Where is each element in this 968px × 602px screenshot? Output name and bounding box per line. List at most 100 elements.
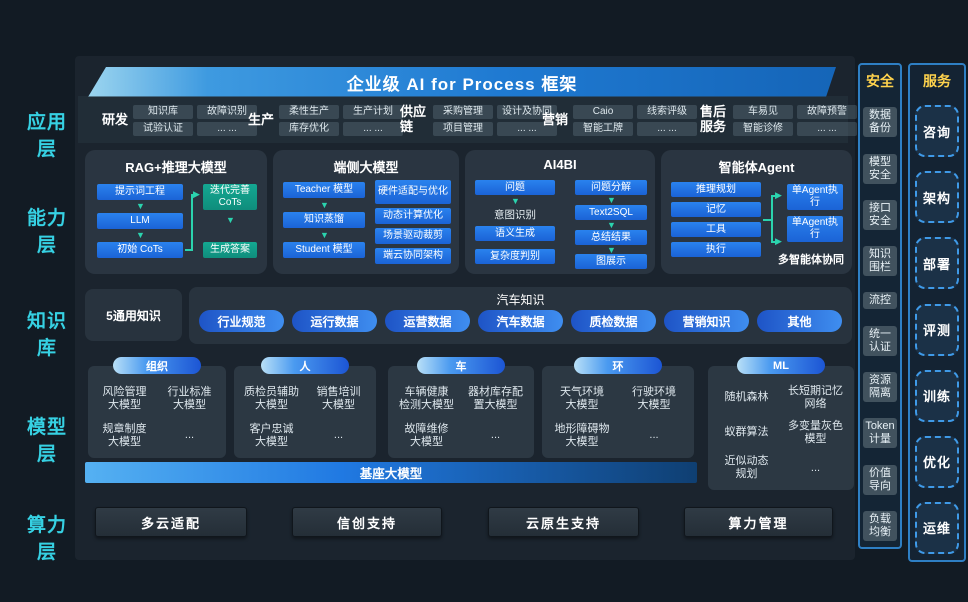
model-item: ... — [490, 429, 501, 441]
app-group-items: 车易见 故障预警 智能诊修 ... ... — [733, 104, 857, 136]
app-item: ... ... — [343, 121, 404, 136]
service-item: 优化 — [915, 435, 959, 488]
arrow-down-icon: ▼ — [136, 201, 145, 211]
model-group-organization: 组织 风险管理 大模型 行业标准 大模型 规章制度 大模型... — [88, 357, 226, 458]
model-item: 车辆健康 检测大模型 — [399, 385, 454, 411]
app-group-label: 生产 — [248, 111, 275, 127]
flow-step: 记忆 — [671, 202, 761, 217]
flow-step: 单Agent执行 — [787, 184, 843, 210]
app-item: 库存优化 — [279, 121, 340, 136]
knowledge-pill: 运营数据 — [385, 310, 470, 332]
flow-step: 知识蒸馏 — [283, 212, 365, 228]
flow-step: 生成答案 — [203, 242, 257, 258]
knowledge-domain-title: 汽车知识 — [496, 293, 545, 307]
app-item: 知识库 — [133, 104, 194, 119]
app-item: ... ... — [497, 121, 557, 136]
security-item: 价值 导向 — [863, 464, 897, 495]
app-item: 试验认证 — [133, 121, 194, 136]
multi-agent-caption: 多智能体协同 — [778, 254, 844, 266]
flow-step: 场景驱动裁剪 — [375, 228, 451, 244]
service-panel: 服务 咨询 架构 部署 评测 训练 优化 运维 — [908, 63, 966, 562]
flow-step: 端云协同架构 — [375, 248, 451, 264]
arrow-down-icon: ▼ — [226, 215, 235, 225]
security-item: 负载 均衡 — [863, 510, 897, 541]
security-title: 安全 — [866, 73, 894, 89]
flow-step: Student 模型 — [283, 242, 365, 258]
compute-item-multicloud: 多云适配 — [95, 507, 247, 537]
flow-step: 推理规划 — [671, 182, 761, 197]
flow-step: 硬件适配与优化 — [375, 180, 451, 204]
arrow-down-icon: ▼ — [607, 245, 616, 255]
security-item: 模型 安全 — [863, 153, 897, 184]
knowledge-pill: 汽车数据 — [478, 310, 563, 332]
model-group-pill: 车 — [417, 357, 505, 374]
compute-item-management: 算力管理 — [684, 507, 833, 537]
security-item: Token 计量 — [863, 418, 897, 449]
connector-line — [191, 194, 197, 196]
capability-box-rag: RAG+推理大模型 提示词工程 ▼ LLM ▼ 初始 CoTs ▶ 迭代完善Co… — [85, 150, 267, 274]
model-item: 故障维修 大模型 — [404, 422, 449, 448]
security-item: 接口 安全 — [863, 199, 897, 230]
service-title: 服务 — [923, 73, 951, 89]
app-group-items: 采购管理 设计及协同 项目管理 ... ... — [433, 104, 557, 136]
connector-line — [771, 195, 777, 197]
model-item: 规章制度 大模型 — [102, 422, 147, 448]
capability-box-edge-model: 端侧大模型 Teacher 模型 ▼ 知识蒸馏 ▼ Student 模型 硬件适… — [273, 150, 459, 274]
app-item: 生产计划 — [343, 104, 404, 119]
layer-label-compute: 算力层 — [26, 515, 67, 563]
knowledge-general-box: 5通用知识 — [85, 289, 182, 341]
framework-banner: 企业级 AI for Process 框架 — [88, 67, 836, 97]
model-group-items: 车辆健康 检测大模型 器材库存配 置大模型 故障维修 大模型... — [392, 380, 530, 454]
model-item: 销售培训 大模型 — [316, 385, 361, 411]
model-group-pill: 人 — [261, 357, 349, 374]
security-panel: 安全 数据 备份 模型 安全 接口 安全 知识 围栏 流控 统一 认证 资源 隔离 Token… — [858, 63, 902, 549]
app-group-items: 知识库 故障识别 试验认证... ... — [133, 104, 258, 136]
model-group-items: 质检员辅助 大模型 销售培训 大模型 客户忠诚 大模型... — [238, 380, 372, 454]
service-item: 部署 — [915, 237, 959, 290]
model-item: 地形障碍物 大模型 — [554, 422, 610, 448]
flow-step: 初始 CoTs — [97, 242, 183, 258]
service-item: 训练 — [915, 369, 959, 422]
capability-box-ai4bi: AI4BI 问题 ▼ 意图识别 语义生成 复杂度判别 问题分解 ▼ Text2S… — [465, 150, 655, 274]
connector-line — [185, 249, 192, 251]
layer-label-model: 模型层 — [26, 417, 67, 465]
capability-box-title: RAG+推理大模型 — [125, 160, 227, 175]
arrow-down-icon: ▼ — [607, 220, 616, 230]
app-item: 智能工牌 — [573, 121, 634, 136]
flow-step: 执行 — [671, 242, 761, 257]
knowledge-domain-box: 汽车知识 行业规范 运行数据 运营数据 汽车数据 质检数据 营销知识 其他 — [189, 287, 852, 344]
flow-step: 图展示 — [575, 254, 647, 269]
model-item: 器材库存配 置大模型 — [468, 385, 523, 411]
model-item: ... — [184, 429, 195, 441]
app-item: 采购管理 — [433, 104, 493, 119]
flow-step: Text2SQL — [575, 205, 647, 220]
model-item: 客户忠诚 大模型 — [249, 422, 294, 448]
model-group-pill: 环 — [574, 357, 662, 374]
flow-step: 提示词工程 — [97, 184, 183, 200]
app-item: 故障识别 — [197, 104, 258, 119]
app-group-label: 营销 — [542, 111, 569, 127]
arrow-down-icon: ▼ — [136, 230, 145, 240]
capability-box-title: 端侧大模型 — [333, 160, 399, 175]
knowledge-pill: 营销知识 — [664, 310, 749, 332]
security-item: 知识 围栏 — [863, 246, 897, 277]
model-item: 近似动态 规划 — [724, 455, 769, 481]
app-item: 项目管理 — [433, 121, 493, 136]
layer-label-application: 应用层 — [26, 112, 67, 160]
service-item: 架构 — [915, 171, 959, 224]
model-item: 多变量灰色 模型 — [788, 419, 843, 445]
flow-step: 工具 — [671, 222, 761, 237]
compute-item-cloudnative: 云原生支持 — [488, 507, 639, 537]
model-item: ... — [649, 429, 659, 441]
capability-box-title: AI4BI — [543, 157, 577, 172]
app-group-items: Caio 线索评级 智能工牌... ... — [573, 104, 698, 136]
app-item: 车易见 — [733, 104, 793, 119]
flow-step: 迭代完善CoTs — [203, 184, 257, 210]
model-group-pill: 组织 — [113, 357, 201, 374]
model-group-vehicle: 车 车辆健康 检测大模型 器材库存配 置大模型 故障维修 大模型... — [388, 357, 534, 458]
model-item: 长短期记忆 网络 — [788, 384, 843, 410]
model-item: 风险管理 大模型 — [102, 385, 147, 411]
arrow-right-icon: ▶ — [193, 189, 200, 199]
layer-label-capability: 能力层 — [26, 208, 67, 256]
model-group-ml: ML 随机森林 长短期记忆 网络 蚁群算法 多变量灰色 模型 近似动态 规划... — [708, 357, 854, 490]
